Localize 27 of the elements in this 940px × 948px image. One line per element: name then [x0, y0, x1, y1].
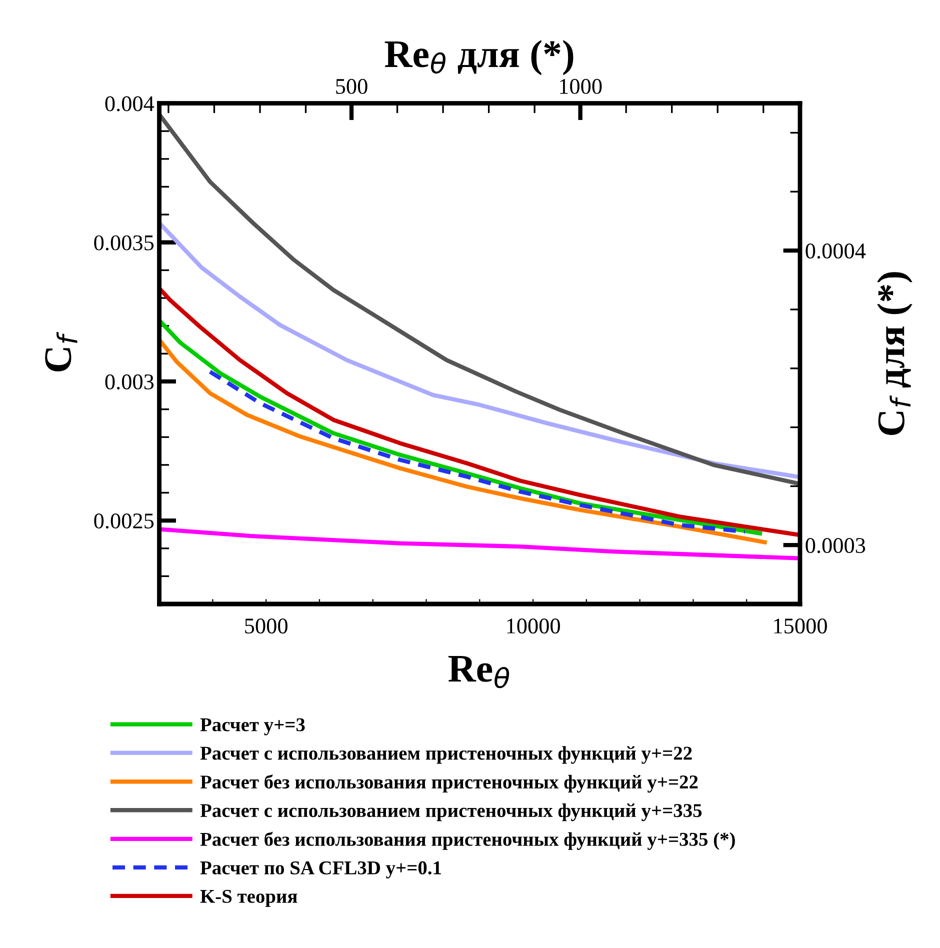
- x-axis-title: Re$_{θ}$: [448, 656, 510, 688]
- y2-axis-title: C$_{f}$ для (*): [877, 272, 912, 435]
- y-axis-title: C$_{f}$: [45, 332, 78, 372]
- line-series: [159, 220, 800, 480]
- y-tick-label: 0.004: [105, 96, 154, 112]
- legend-label: Расчет без использования пристеночных функций y+=22: [200, 774, 698, 793]
- legend-label: Расчет с использованием пристеночных функций y+=335: [200, 803, 702, 822]
- legend-label: Расчет y+=3: [200, 718, 305, 736]
- y2-tick-label: 0.0003: [806, 538, 866, 554]
- line-series: [159, 286, 800, 538]
- y-tick-label: 0.0035: [94, 235, 154, 250]
- line-series: [159, 112, 800, 486]
- x-tick-label: 15000: [774, 618, 827, 634]
- y-tick-label: 0.003: [105, 374, 154, 390]
- line-series: [208, 370, 748, 534]
- line-series: [159, 527, 800, 560]
- legend-label: Расчет без использования пристеночных функций y+=335 (*): [200, 832, 735, 850]
- x-tick-label: 10000: [507, 618, 560, 634]
- legend-label: Расчет по SA CFL3D y+=0.1: [200, 861, 441, 878]
- x2-tick-label: 1000: [560, 78, 602, 94]
- x2-axis-title: Re$_{θ}$ для (*): [384, 40, 574, 76]
- legend-label: Расчет с использованием пристеночных функций y+=22: [200, 746, 692, 764]
- legend-label: K-S теория: [200, 890, 298, 907]
- y2-tick-label: 0.0004: [806, 243, 866, 259]
- x-tick-label: 5000: [245, 618, 288, 634]
- y-tick-label: 0.0025: [94, 513, 154, 529]
- x2-tick-label: 500: [336, 78, 368, 94]
